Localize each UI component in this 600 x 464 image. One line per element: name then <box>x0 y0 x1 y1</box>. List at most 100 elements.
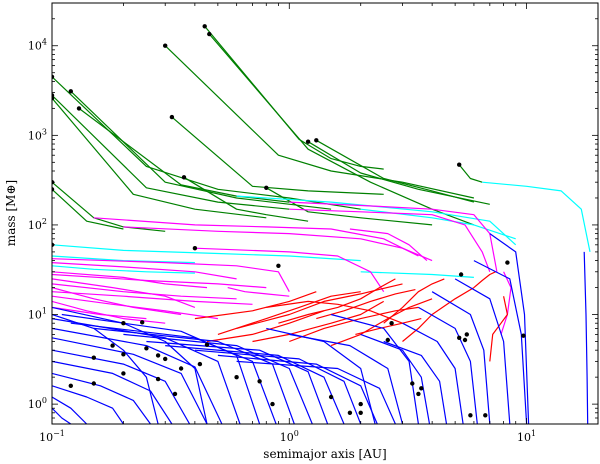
track-red-42 <box>217 291 361 335</box>
track-blue-58 <box>52 372 151 424</box>
track-blue-59 <box>52 360 173 424</box>
marker-48 <box>483 413 488 418</box>
markers-layer <box>52 24 526 418</box>
marker-28 <box>204 342 210 347</box>
y-tick-label-1: 101 <box>28 307 47 322</box>
ticks-layer: 10−1 100 101 100 101 102 103 104 <box>28 2 599 444</box>
marker-33 <box>91 381 97 386</box>
tracks-layer <box>52 25 591 424</box>
x-tick-label-1: 100 <box>280 429 299 444</box>
marker-9 <box>305 139 311 144</box>
track-blue-75 <box>402 322 464 424</box>
track-green-11 <box>183 176 309 222</box>
track-green-4 <box>70 90 332 210</box>
marker-11 <box>457 162 462 167</box>
track-green-13 <box>52 181 166 232</box>
marker-13 <box>264 185 269 190</box>
track-green-2 <box>164 45 475 199</box>
marker-0 <box>202 24 207 29</box>
track-blue-81 <box>583 251 589 424</box>
track-blue-67 <box>123 333 313 424</box>
marker-36 <box>347 410 353 415</box>
track-blue-72 <box>236 360 396 424</box>
marker-41 <box>410 381 415 386</box>
track-red-53 <box>316 289 416 320</box>
track-magenta-41 <box>500 271 512 335</box>
track-blue-85 <box>52 313 159 424</box>
track-green-14 <box>52 188 124 230</box>
track-magenta-39 <box>227 287 290 297</box>
track-blue-73 <box>360 333 431 424</box>
track-blue-60 <box>52 349 191 424</box>
track-green-8 <box>171 116 384 195</box>
marker-8 <box>169 114 175 120</box>
track-blue-87 <box>52 396 88 424</box>
track-magenta-35 <box>52 291 253 305</box>
marker-6 <box>52 96 55 101</box>
marker-18 <box>276 263 281 268</box>
x-tick-label-2: 101 <box>517 429 536 444</box>
track-magenta-32 <box>52 278 196 308</box>
track-magenta-38 <box>52 306 147 320</box>
y-tick-label-2: 102 <box>28 217 47 232</box>
track-magenta-28 <box>52 258 290 292</box>
track-blue-88 <box>52 407 72 424</box>
marker-15 <box>52 187 55 192</box>
track-blue-86 <box>52 306 208 424</box>
marker-24 <box>144 346 149 351</box>
marker-3 <box>52 74 55 79</box>
marker-34 <box>270 401 275 407</box>
marker-40 <box>385 337 390 343</box>
track-blue-65 <box>70 322 277 424</box>
marker-38 <box>358 401 363 407</box>
marker-21 <box>121 321 126 326</box>
track-red-48 <box>266 300 403 324</box>
track-magenta-33 <box>52 283 237 300</box>
track-blue-62 <box>52 327 223 424</box>
marker-51 <box>121 352 126 357</box>
track-red-44 <box>194 291 317 320</box>
marker-47 <box>468 413 473 418</box>
track-green-6 <box>52 97 267 219</box>
marker-27 <box>197 361 203 367</box>
plot-frame <box>51 2 599 425</box>
track-red-50 <box>383 278 445 324</box>
marker-43 <box>419 386 424 391</box>
track-cyan-16 <box>482 181 591 253</box>
track-blue-61 <box>52 337 208 424</box>
marker-20 <box>505 260 510 265</box>
track-blue-57 <box>52 385 124 424</box>
track-magenta-24 <box>289 208 491 273</box>
marker-45 <box>464 332 469 337</box>
marker-25 <box>163 356 168 362</box>
marker-29 <box>121 371 126 376</box>
track-magenta-31 <box>52 273 267 289</box>
track-blue-74 <box>383 340 448 424</box>
track-cyan-22 <box>360 271 474 278</box>
track-green-3 <box>52 76 361 210</box>
track-green-7 <box>78 107 290 203</box>
marker-17 <box>192 246 198 251</box>
track-blue-79 <box>473 260 528 424</box>
track-blue-76 <box>418 306 478 424</box>
track-magenta-40 <box>349 228 428 262</box>
track-cyan-17 <box>236 195 517 246</box>
marker-52 <box>155 353 161 358</box>
y-tick-label-4: 104 <box>28 38 47 53</box>
track-blue-84 <box>266 327 376 424</box>
marker-54 <box>257 379 262 384</box>
marker-2 <box>163 43 168 48</box>
marker-42 <box>416 391 421 397</box>
marker-37 <box>358 410 363 415</box>
marker-4 <box>68 89 74 94</box>
track-cyan-18 <box>52 244 361 262</box>
track-blue-78 <box>454 278 511 424</box>
track-red-51 <box>402 287 475 342</box>
marker-26 <box>178 366 184 371</box>
marker-31 <box>172 391 178 397</box>
marker-12 <box>181 175 187 180</box>
track-red-47 <box>330 298 433 347</box>
marker-50 <box>91 355 97 360</box>
marker-7 <box>76 106 82 111</box>
